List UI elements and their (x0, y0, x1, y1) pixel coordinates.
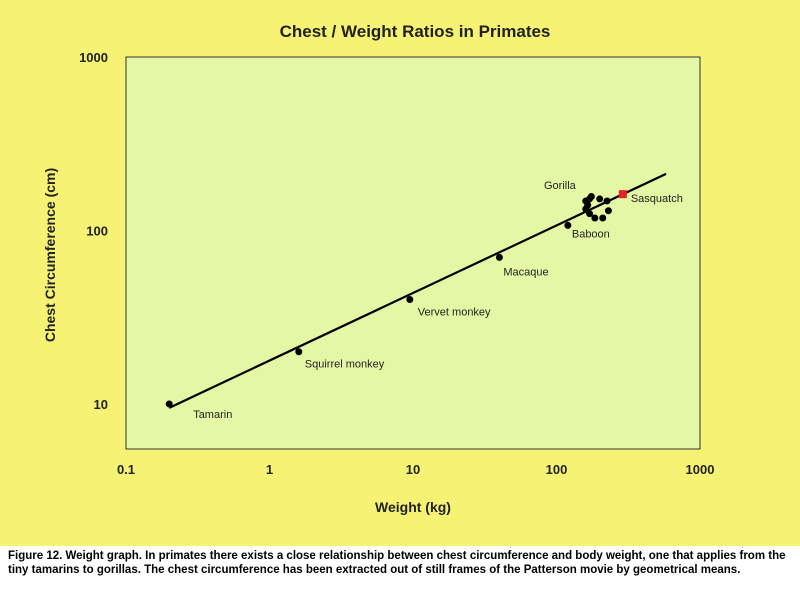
data-point-tamarin (165, 400, 173, 408)
x-tick-label: 0.1 (117, 462, 135, 477)
gorilla-point (587, 192, 595, 200)
gorilla-point (599, 214, 607, 222)
gorilla-point (596, 195, 604, 203)
y-tick-label: 100 (86, 223, 108, 238)
gorilla-point (603, 197, 611, 205)
chart: Chest / Weight Ratios in Primates 0.1 1 10… (42, 22, 715, 515)
data-label: Squirrel monkey (305, 359, 385, 371)
gorilla-label: Gorilla (544, 180, 577, 192)
gorilla-point (604, 207, 612, 215)
gorilla-point (582, 205, 590, 213)
data-point-squirrel-monkey (295, 348, 303, 356)
x-tick-label: 1000 (686, 462, 715, 477)
figure-caption: Figure 12. Weight graph. In primates the… (0, 546, 800, 597)
data-point-vervet-monkey (406, 296, 414, 304)
plot-area (125, 56, 701, 450)
y-axis-label: Chest Circumference (cm) (42, 168, 58, 342)
data-label: Baboon (572, 228, 610, 240)
data-label: Vervet monkey (418, 307, 491, 319)
data-label: Macaque (503, 266, 548, 278)
gorilla-point (591, 214, 599, 222)
data-point-macaque (495, 253, 503, 261)
x-tick-label: 1 (266, 462, 273, 477)
x-tick-label: 100 (546, 462, 568, 477)
data-point-baboon (564, 221, 572, 229)
fit-line (168, 172, 667, 409)
sasquatch-label: Sasquatch (631, 193, 683, 205)
x-tick-label: 10 (406, 462, 420, 477)
gorilla-point (586, 210, 594, 218)
sasquatch-point (618, 190, 627, 199)
y-tick-label: 10 (94, 397, 108, 412)
y-tick-label: 1000 (79, 50, 108, 65)
chart-title: Chest / Weight Ratios in Primates (280, 22, 551, 41)
data-label: Tamarin (193, 409, 232, 421)
x-axis-label: Weight (kg) (375, 499, 451, 515)
